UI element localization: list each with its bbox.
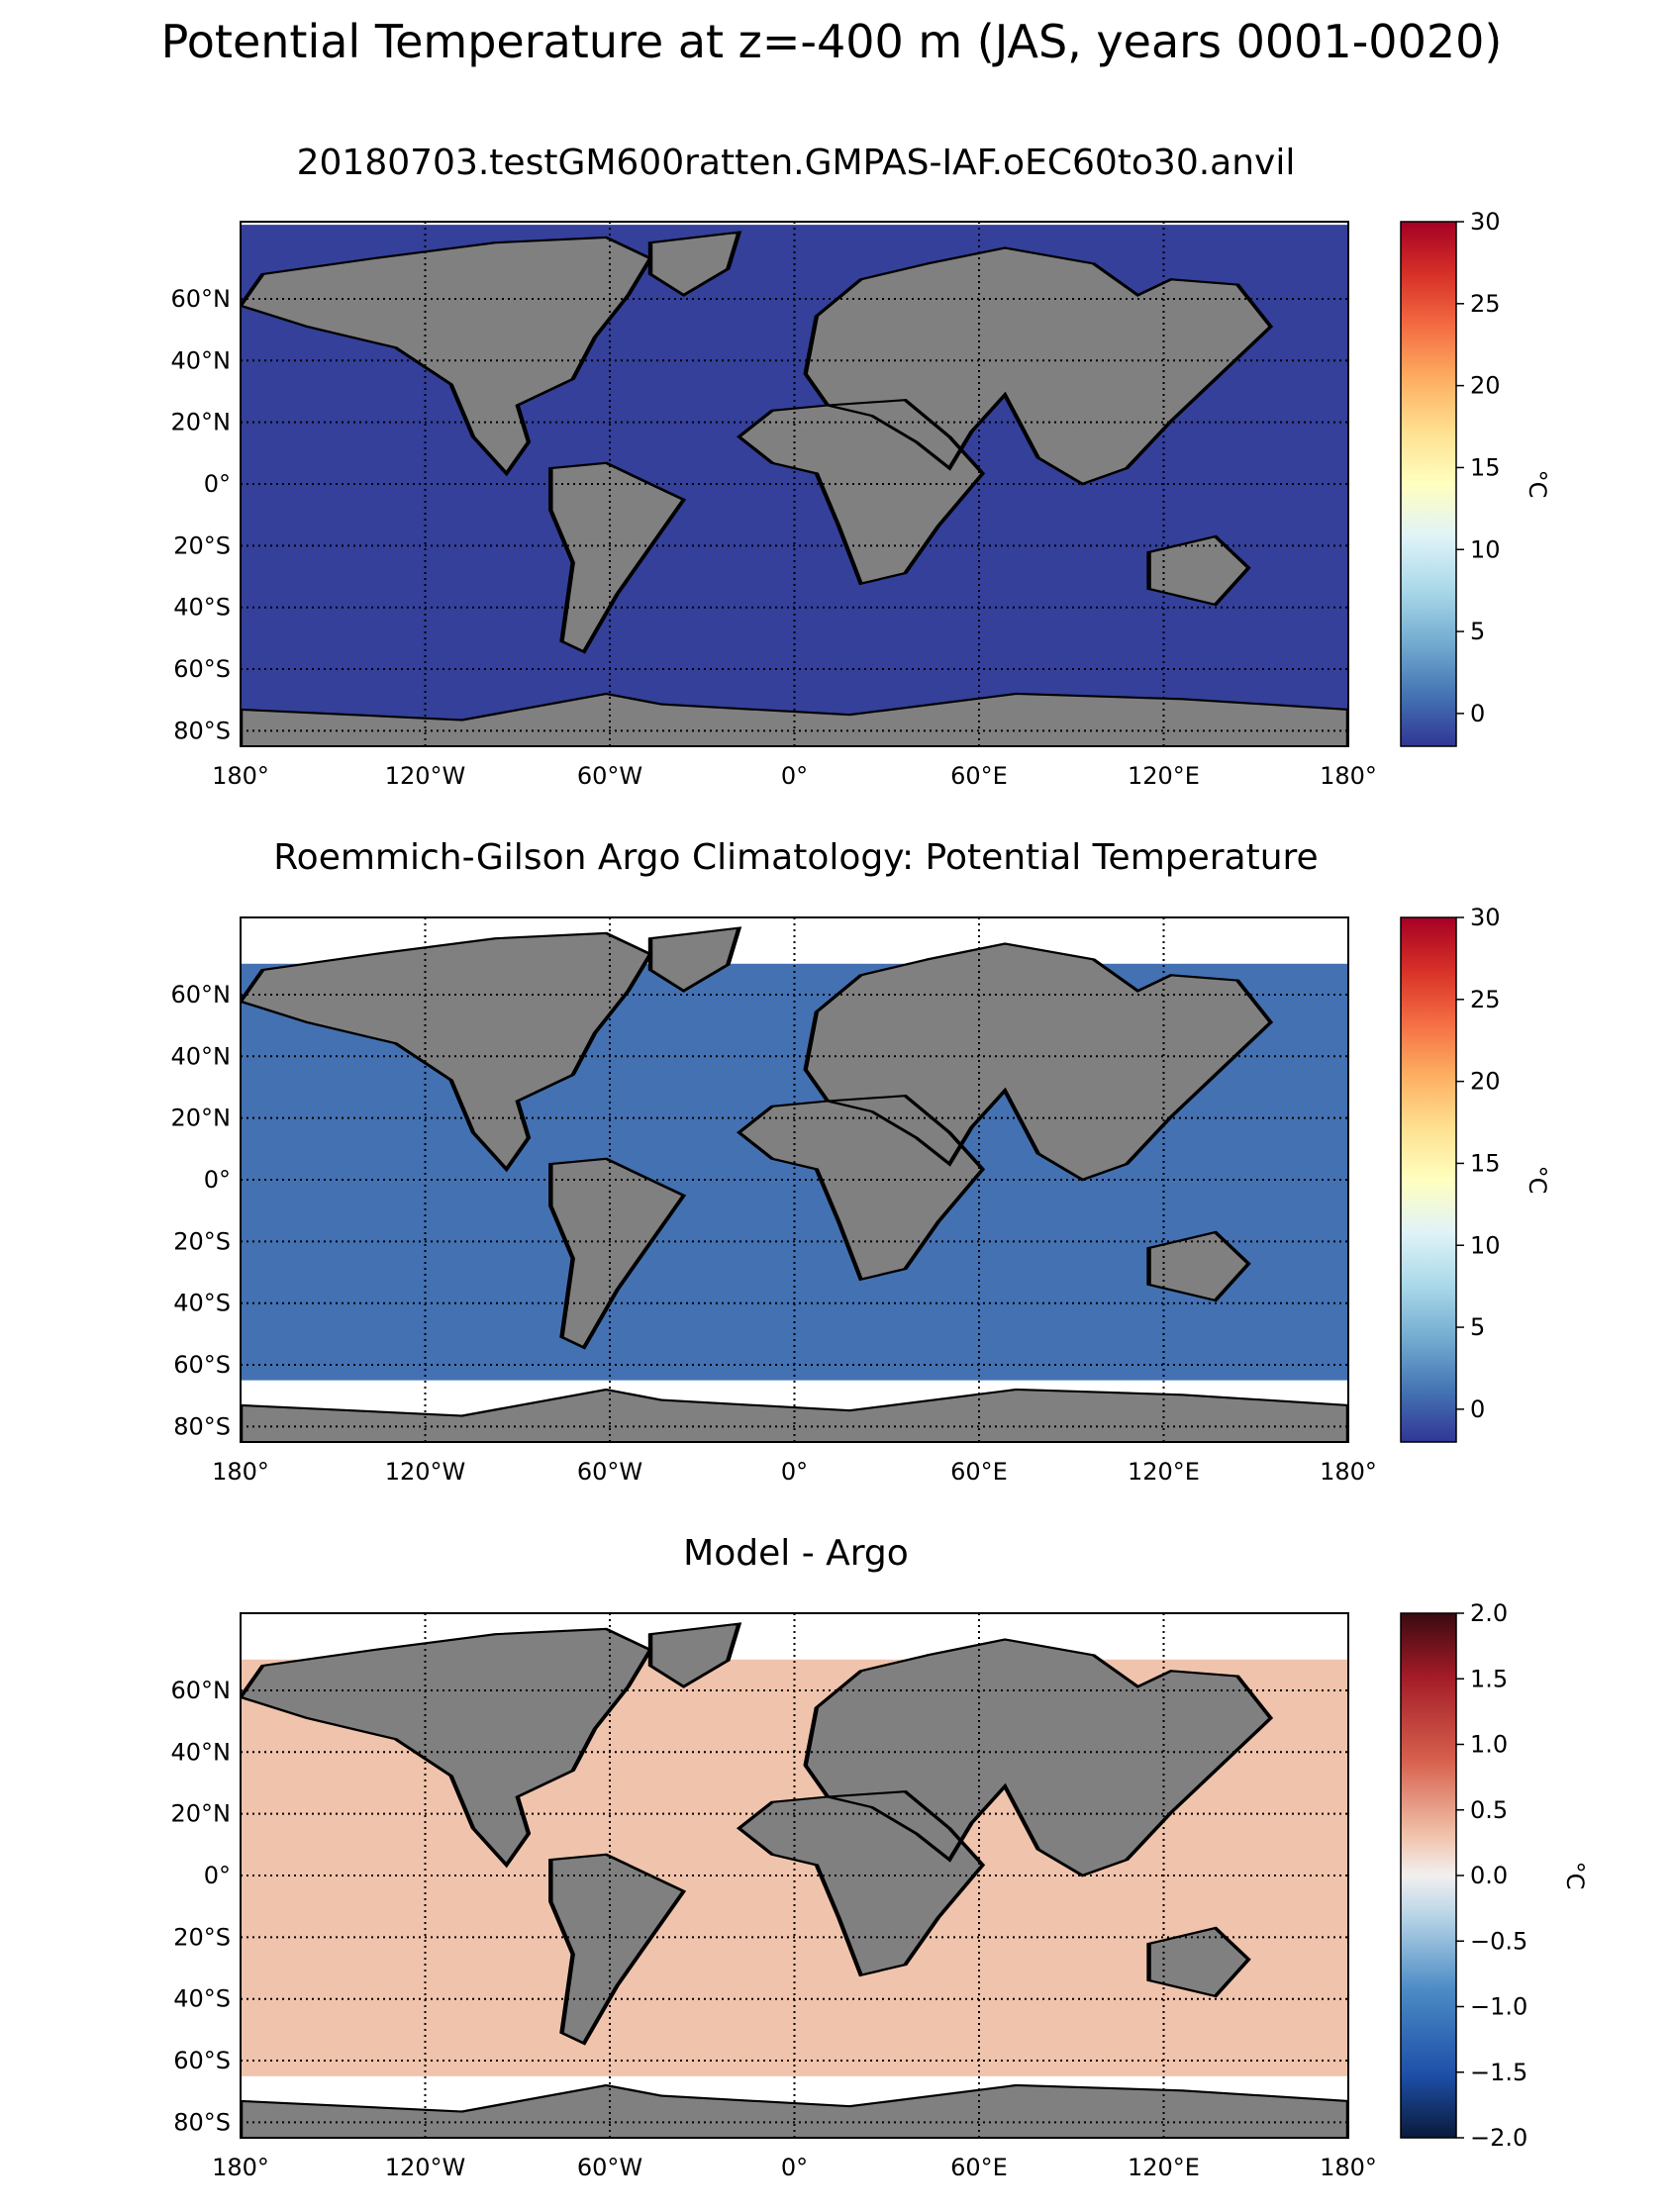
colorbar-tick-label: 25 bbox=[1470, 986, 1501, 1013]
x-tick-label: 180° bbox=[1320, 762, 1377, 790]
colorbar-tick-label: 10 bbox=[1470, 535, 1501, 563]
x-tick-label: 180° bbox=[1320, 1458, 1377, 1486]
y-tick-label: 80°S bbox=[173, 2108, 231, 2136]
x-tick-label: 120°E bbox=[1128, 2154, 1200, 2181]
y-tick-label: 0° bbox=[204, 1862, 231, 1889]
x-tick-label: 180° bbox=[1320, 2154, 1377, 2181]
colorbar-tick-label: 30 bbox=[1470, 904, 1501, 931]
panel-title-obs: Roemmich-Gilson Argo Climatology: Potent… bbox=[273, 837, 1318, 878]
colorbar-tick-label: 0.0 bbox=[1470, 1862, 1508, 1889]
colorbar-tick-label: −0.5 bbox=[1470, 1927, 1527, 1955]
x-tick-label: 120°W bbox=[385, 762, 466, 790]
colorbar-tick-label: 1.5 bbox=[1470, 1665, 1508, 1692]
colorbar-model bbox=[1400, 221, 1457, 747]
y-tick-label: 0° bbox=[204, 1166, 231, 1194]
colorbar-label-model: °C bbox=[1524, 470, 1551, 499]
x-tick-label: 60°E bbox=[950, 762, 1008, 790]
x-tick-label: 120°E bbox=[1128, 1458, 1200, 1486]
colorbar-tick-label: 15 bbox=[1470, 453, 1501, 481]
colorbar-tick-label: 25 bbox=[1470, 290, 1501, 318]
y-tick-label: 20°N bbox=[171, 1105, 232, 1132]
y-tick-label: 40°N bbox=[171, 346, 232, 374]
y-tick-label: 40°N bbox=[171, 1738, 232, 1766]
colorbar-tick-label: 0 bbox=[1470, 700, 1485, 727]
y-tick-label: 60°S bbox=[173, 655, 231, 683]
y-tick-label: 40°S bbox=[173, 1985, 231, 2013]
y-tick-label: 20°N bbox=[171, 409, 232, 436]
colorbar-tick-label: 5 bbox=[1470, 1313, 1485, 1341]
colorbar-ticks-obs: 0 5 10 15 20 25 30 bbox=[1456, 904, 1501, 1423]
map-frame-obs bbox=[240, 916, 1349, 1443]
colorbar-tick-label: −1.0 bbox=[1470, 1993, 1527, 2021]
map-frame-model bbox=[240, 221, 1349, 747]
x-tick-label: 120°W bbox=[385, 1458, 466, 1486]
colorbar-tick-label: 15 bbox=[1470, 1149, 1501, 1177]
colorbar-tick-label: 1.0 bbox=[1470, 1731, 1508, 1759]
y-tick-label: 20°S bbox=[173, 1227, 231, 1255]
colorbar-tick-label: 5 bbox=[1470, 618, 1485, 645]
x-tick-label: 0° bbox=[781, 2154, 808, 2181]
colorbar-tick-label: 0 bbox=[1470, 1395, 1485, 1423]
x-tick-label: 0° bbox=[781, 1458, 808, 1486]
colorbar-ticks-model: 0 5 10 15 20 25 30 bbox=[1456, 208, 1501, 727]
colorbar-tick-label: −1.5 bbox=[1470, 2059, 1527, 2086]
x-tick-label: 60°W bbox=[577, 762, 642, 790]
y-tick-label: 60°S bbox=[173, 2047, 231, 2074]
colorbar-tick-label: 20 bbox=[1470, 1068, 1501, 1096]
x-tick-label: 60°W bbox=[577, 1458, 642, 1486]
y-tick-label: 60°N bbox=[171, 1677, 232, 1704]
panel-bias: Model - Argo 180° 120°W 60°W 0° 60°E 120°E 180… bbox=[171, 1533, 1590, 2181]
colorbar-tick-label: 2.0 bbox=[1470, 1599, 1508, 1627]
x-tick-label: 180° bbox=[212, 1458, 269, 1486]
colorbar-tick-label: 10 bbox=[1470, 1231, 1501, 1259]
colorbar-label-bias: °C bbox=[1561, 1862, 1589, 1890]
x-tick-label: 0° bbox=[781, 762, 808, 790]
x-tick-label: 120°E bbox=[1128, 762, 1200, 790]
x-tick-label: 60°E bbox=[950, 2154, 1008, 2181]
y-tick-label: 0° bbox=[204, 470, 231, 498]
colorbar-obs bbox=[1400, 916, 1457, 1443]
y-tick-label: 80°S bbox=[173, 717, 231, 744]
map-frame-bias bbox=[240, 1612, 1349, 2139]
y-tick-label: 80°S bbox=[173, 1412, 231, 1440]
y-tick-label: 40°S bbox=[173, 594, 231, 622]
panel-model: 20180703.testGM600ratten.GMPAS-IAF.oEC60… bbox=[171, 143, 1552, 790]
y-tick-label: 20°S bbox=[173, 531, 231, 559]
panel-obs: Roemmich-Gilson Argo Climatology: Potent… bbox=[171, 837, 1552, 1486]
x-tick-label: 120°W bbox=[385, 2154, 466, 2181]
tick-labels-bias: 180° 120°W 60°W 0° 60°E 120°E 180° 80°S 60°S 40°S… bbox=[171, 1677, 1377, 2181]
colorbar-tick-label: 0.5 bbox=[1470, 1796, 1508, 1824]
x-tick-label: 180° bbox=[212, 2154, 269, 2181]
y-tick-label: 20°N bbox=[171, 1800, 232, 1828]
y-tick-label: 60°N bbox=[171, 981, 232, 1009]
x-tick-label: 180° bbox=[212, 762, 269, 790]
tick-labels-model: 180° 120°W 60°W 0° 60°E 120°E 180° 80°S 60°S 40°S… bbox=[171, 285, 1377, 790]
panel-title-model: 20180703.testGM600ratten.GMPAS-IAF.oEC60… bbox=[297, 143, 1296, 183]
colorbar-ticks-bias: −2.0 −1.5 −1.0 −0.5 0.0 0.5 1.0 1.5 2.0 bbox=[1456, 1599, 1527, 2152]
colorbar-label-obs: °C bbox=[1524, 1166, 1551, 1195]
tick-labels-obs: 180° 120°W 60°W 0° 60°E 120°E 180° 80°S 60°S 40°S… bbox=[171, 981, 1377, 1486]
colorbar-tick-label: 20 bbox=[1470, 372, 1501, 400]
y-tick-label: 60°S bbox=[173, 1351, 231, 1379]
y-tick-label: 60°N bbox=[171, 285, 232, 313]
panel-title-bias: Model - Argo bbox=[683, 1533, 909, 1574]
y-tick-label: 20°S bbox=[173, 1923, 231, 1951]
colorbar-tick-label: −2.0 bbox=[1470, 2124, 1527, 2152]
colorbar-tick-label: 30 bbox=[1470, 208, 1501, 236]
y-tick-label: 40°N bbox=[171, 1042, 232, 1070]
y-tick-label: 40°S bbox=[173, 1290, 231, 1317]
x-tick-label: 60°E bbox=[950, 1458, 1008, 1486]
figure-suptitle: Potential Temperature at z=-400 m (JAS, … bbox=[161, 15, 1503, 68]
x-tick-label: 60°W bbox=[577, 2154, 642, 2181]
colorbar-bias bbox=[1400, 1612, 1457, 2139]
